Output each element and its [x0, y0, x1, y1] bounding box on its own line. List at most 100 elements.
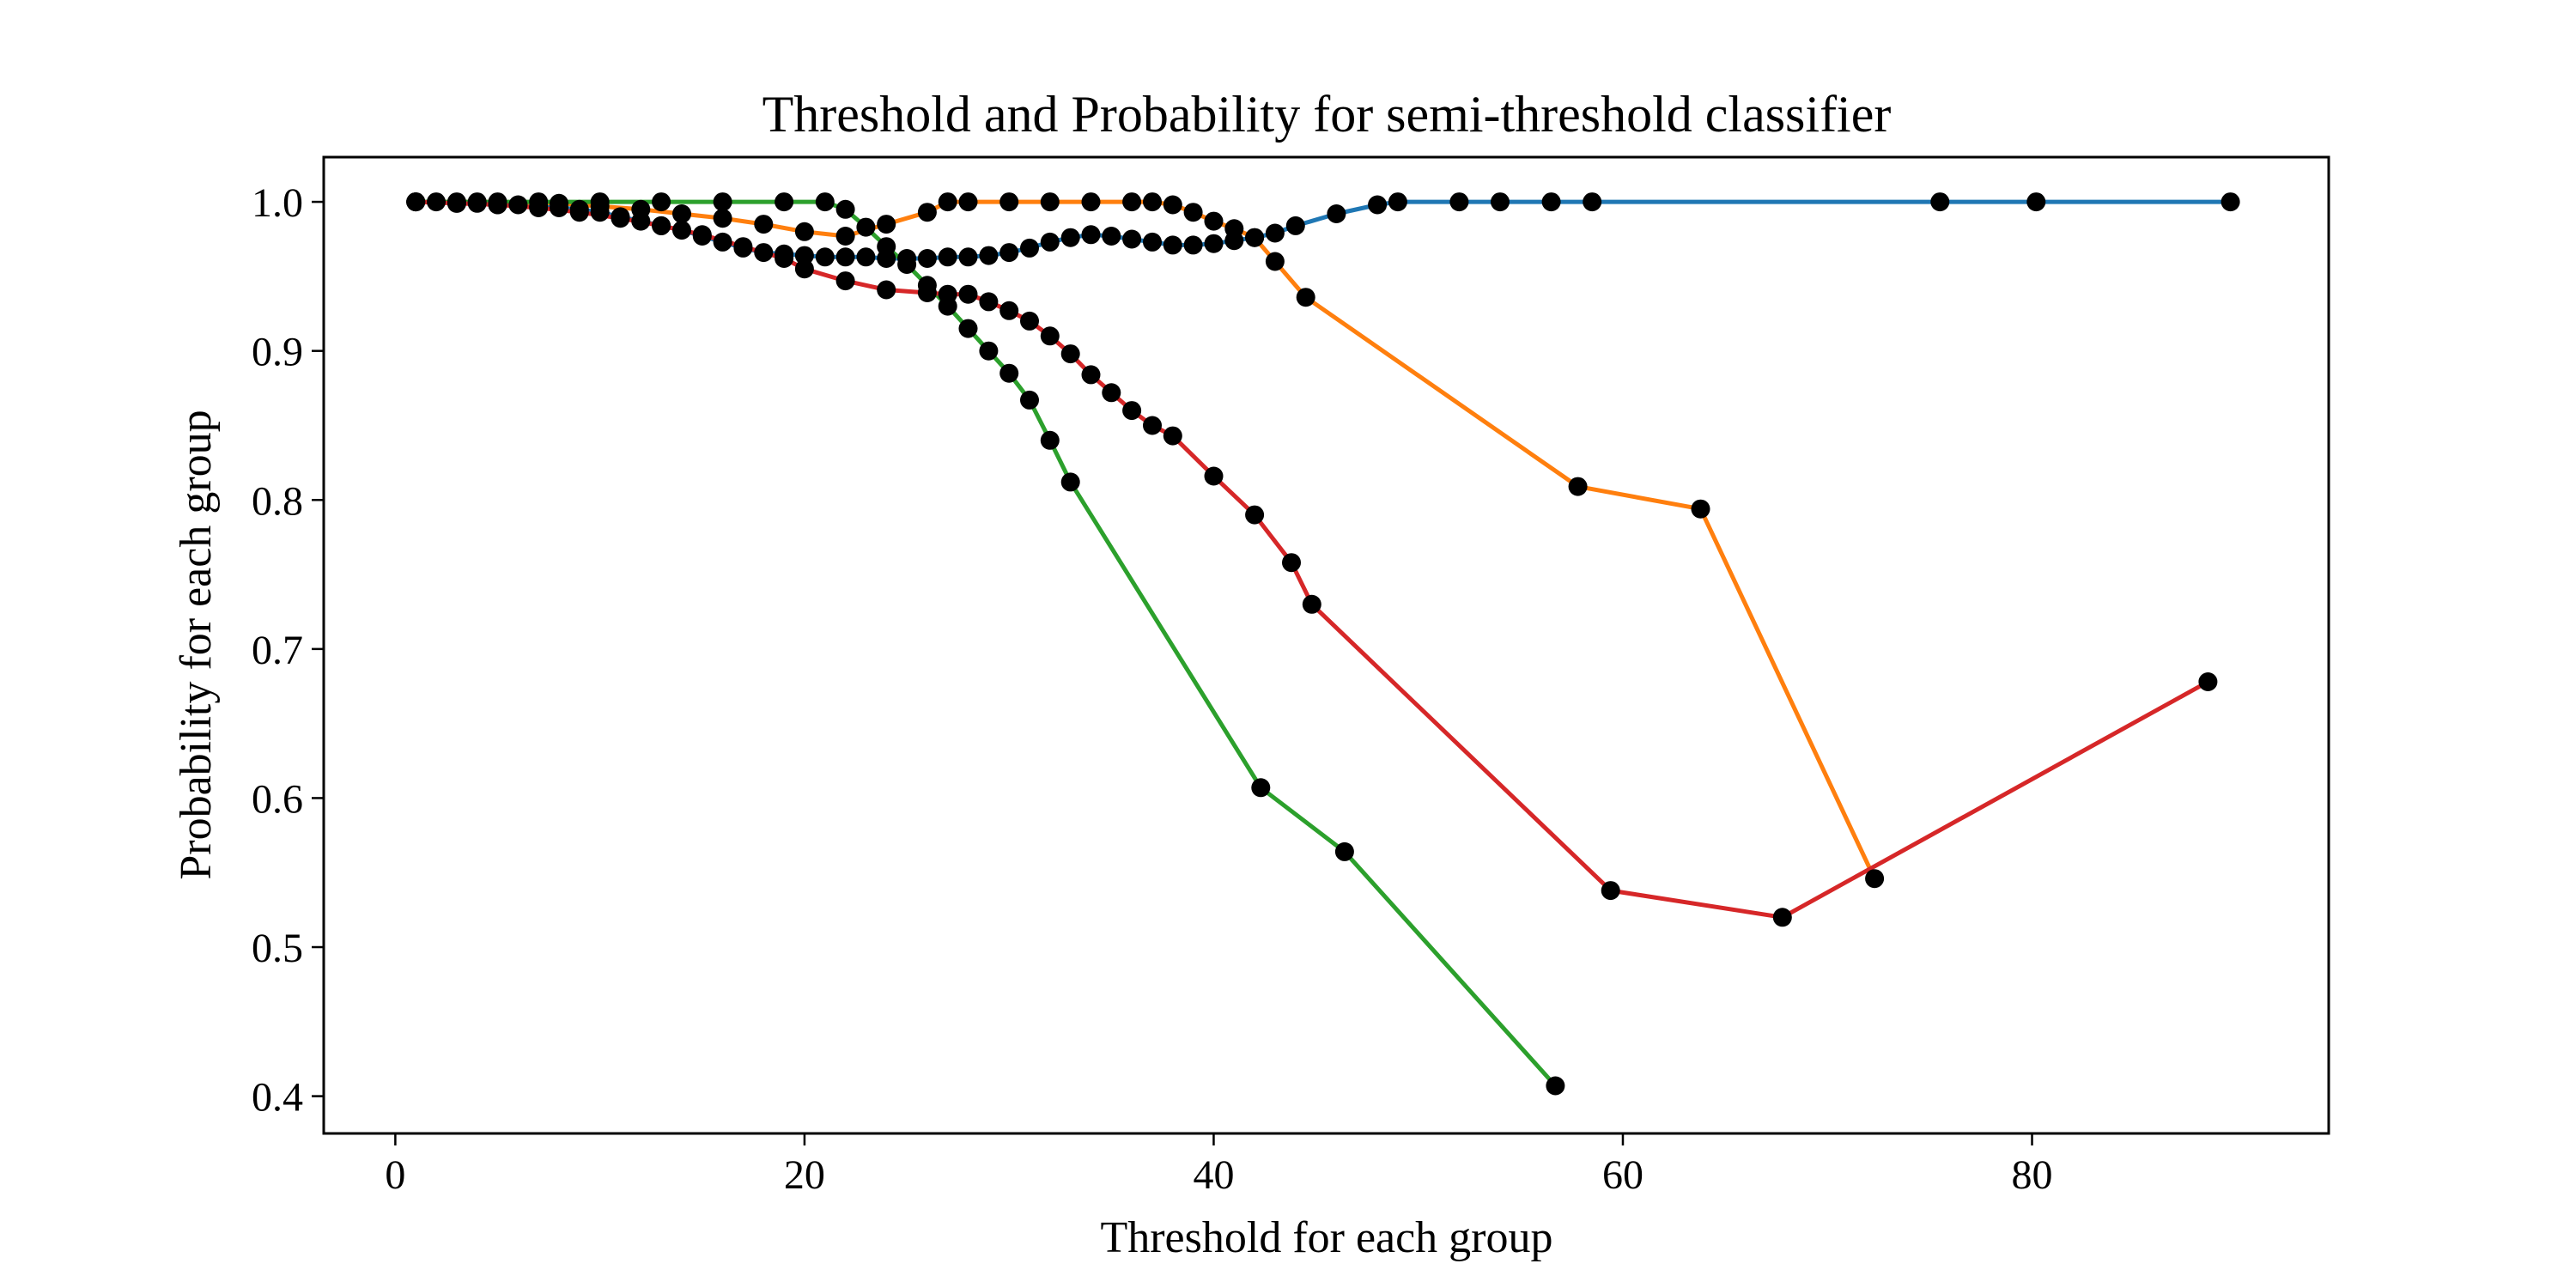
data-point [1163, 235, 1182, 255]
data-point [877, 280, 896, 300]
data-point [815, 247, 835, 267]
x-tick-label: 60 [1602, 1152, 1643, 1198]
data-point [1334, 841, 1354, 861]
data-point [1040, 326, 1060, 346]
data-point [897, 255, 917, 274]
data-point [652, 216, 671, 235]
data-point [2198, 672, 2218, 691]
data-point [1020, 390, 1039, 410]
data-point [733, 237, 753, 257]
data-point [856, 247, 876, 267]
data-point [467, 192, 487, 212]
series-line-4 [413, 199, 2210, 920]
data-point [713, 192, 732, 212]
data-point [508, 195, 528, 215]
data-point [611, 209, 630, 228]
data-point [999, 192, 1019, 212]
data-point [815, 192, 835, 212]
data-point [835, 247, 855, 267]
data-point [1583, 192, 1602, 212]
data-point [550, 193, 568, 213]
data-point [1020, 238, 1039, 258]
data-point [958, 284, 978, 304]
data-point [1204, 466, 1224, 486]
y-tick-label: 0.8 [252, 478, 303, 524]
data-point [917, 203, 937, 222]
data-point [1449, 192, 1469, 212]
data-point [1163, 426, 1182, 446]
x-tick-label: 20 [784, 1152, 825, 1198]
series-line-3 [413, 199, 1558, 1088]
data-point [2221, 192, 2240, 212]
data-point [1204, 211, 1224, 231]
data-point [1245, 228, 1265, 247]
x-tick-label: 0 [385, 1152, 405, 1198]
data-point [1122, 229, 1142, 249]
x-axis: 0 20 40 60 80 [385, 1133, 2053, 1198]
data-point [835, 199, 855, 219]
data-point [590, 192, 610, 212]
data-point [1143, 232, 1162, 252]
data-point [1285, 216, 1305, 235]
data-point [1020, 311, 1039, 331]
data-point [835, 271, 855, 291]
data-point [1183, 203, 1203, 222]
data-point [1368, 195, 1388, 215]
x-tick-label: 80 [2012, 1152, 2053, 1198]
data-point [835, 227, 855, 246]
data-point [1060, 344, 1080, 364]
data-point [1040, 192, 1060, 212]
data-point [529, 198, 549, 217]
data-point [1251, 778, 1271, 798]
data-point [958, 319, 978, 338]
data-point [938, 247, 957, 267]
data-point [1081, 365, 1101, 385]
data-point [1060, 228, 1080, 247]
data-point [754, 243, 774, 263]
data-point [1302, 594, 1321, 614]
data-point [427, 192, 446, 212]
data-point [1183, 235, 1203, 255]
data-point [1245, 505, 1265, 525]
data-point [775, 192, 794, 212]
data-point [569, 203, 589, 222]
data-point [1265, 223, 1285, 243]
data-point [1143, 192, 1162, 212]
data-point [979, 341, 999, 361]
data-point [672, 221, 691, 240]
data-point [999, 243, 1019, 263]
data-point [1865, 869, 1885, 889]
data-point [917, 283, 937, 302]
data-point [938, 192, 957, 212]
data-point [1282, 553, 1301, 573]
data-point [1546, 1076, 1565, 1096]
points-layer [406, 192, 2240, 1096]
data-point [1040, 430, 1060, 450]
data-point [631, 199, 651, 219]
data-point [1541, 192, 1561, 212]
data-point [877, 215, 896, 234]
plot-frame [322, 155, 2330, 1135]
data-point [999, 363, 1019, 383]
data-point [958, 247, 978, 267]
y-tick-label: 0.6 [252, 776, 303, 822]
data-point [1122, 192, 1142, 212]
x-axis-label: Threshold for each group [1100, 1213, 1552, 1262]
chart-title: Threshold and Probability for semi-thres… [762, 86, 1892, 143]
data-point [979, 246, 999, 265]
data-point [1296, 288, 1315, 307]
data-point [1601, 881, 1620, 901]
data-point [1122, 401, 1142, 421]
data-point [1491, 192, 1510, 212]
data-point [794, 246, 814, 265]
data-point [1327, 204, 1346, 223]
y-tick-label: 0.4 [252, 1075, 303, 1121]
y-tick-label: 0.7 [252, 628, 303, 673]
data-point [1772, 908, 1792, 927]
data-point [1102, 227, 1121, 246]
data-point [1040, 232, 1060, 252]
data-point [917, 249, 937, 268]
data-point [672, 204, 691, 223]
data-point [447, 193, 466, 213]
